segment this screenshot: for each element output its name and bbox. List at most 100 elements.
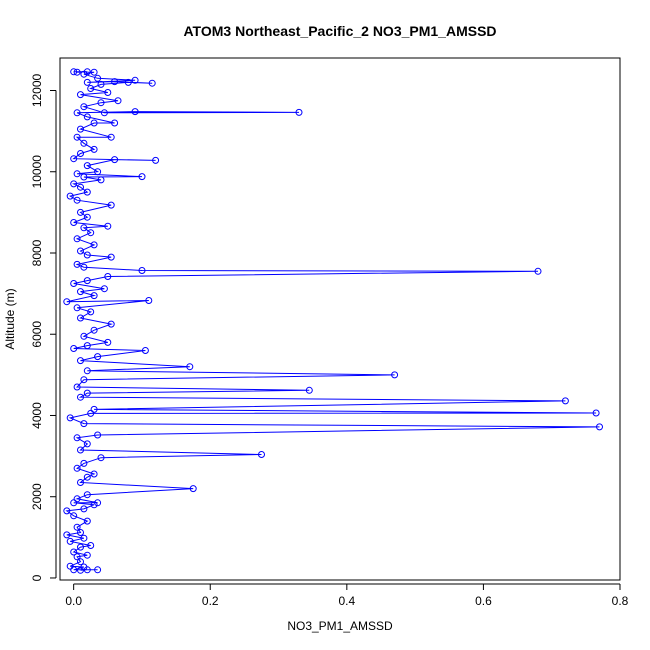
y-tick-label: 12000 — [30, 73, 44, 107]
data-point — [77, 543, 84, 551]
y-tick-label: 4000 — [30, 402, 44, 429]
data-point — [77, 314, 84, 322]
data-point — [70, 180, 78, 188]
series-line — [65, 71, 600, 571]
data-point — [77, 247, 84, 255]
x-tick-label: 0.4 — [338, 594, 355, 608]
data-point — [66, 192, 74, 200]
data-point — [90, 119, 98, 127]
data-point — [83, 213, 91, 221]
data-point — [63, 507, 71, 515]
data-point — [90, 241, 98, 249]
data-point — [124, 78, 132, 86]
data-point — [305, 386, 313, 394]
data-point — [80, 534, 88, 542]
data-point — [97, 99, 105, 107]
data-point — [114, 97, 122, 105]
chart-title: ATOM3 Northeast_Pacific_2 NO3_PM1_AMSSD — [183, 23, 496, 39]
data-point — [80, 505, 88, 513]
data-point — [77, 91, 84, 99]
data-point — [66, 562, 74, 570]
data-point — [77, 558, 84, 566]
x-axis: 0.0 0.2 0.4 0.6 0.8 — [65, 583, 629, 608]
data-point — [131, 108, 139, 116]
data-point — [70, 548, 78, 556]
data-point — [90, 68, 98, 76]
data-point — [66, 414, 74, 422]
data-point — [73, 553, 81, 561]
data-point — [295, 108, 303, 116]
data-point — [152, 156, 160, 164]
data-point — [107, 320, 115, 328]
data-point — [73, 260, 81, 268]
data-point — [83, 389, 91, 397]
data-point — [77, 183, 84, 191]
data-point — [77, 393, 84, 401]
data-point — [83, 277, 91, 285]
data-point — [63, 531, 71, 539]
data-point — [83, 551, 91, 559]
data-point — [73, 133, 81, 141]
y-tick-label: 0 — [30, 574, 44, 581]
data-point — [534, 267, 542, 275]
data-point — [104, 89, 112, 96]
data-point — [90, 326, 98, 334]
y-axis: 0 2000 4000 6000 8000 10000 12000 — [30, 73, 57, 581]
data-point — [90, 145, 98, 153]
x-axis-label: NO3_PM1_AMSSD — [287, 619, 393, 633]
data-point — [94, 431, 102, 439]
data-point — [104, 222, 112, 230]
data-point — [77, 479, 84, 486]
data-point — [561, 397, 569, 405]
x-tick-label: 0.6 — [475, 594, 492, 608]
data-point — [83, 440, 91, 448]
data-point — [77, 357, 84, 365]
data-point — [111, 156, 119, 164]
data-point — [94, 499, 102, 507]
data-point — [107, 133, 115, 141]
data-point — [83, 188, 91, 196]
data-point — [90, 405, 98, 413]
data-point — [141, 347, 149, 354]
data-point — [189, 485, 197, 493]
data-point — [73, 304, 81, 312]
data-point — [131, 76, 139, 84]
data-point — [138, 267, 146, 274]
y-tick-label: 6000 — [30, 321, 44, 348]
data-point — [77, 446, 84, 454]
data-point — [87, 542, 95, 549]
data-point — [97, 80, 105, 88]
data-point — [107, 201, 115, 209]
data-point — [592, 409, 600, 417]
data-point — [77, 288, 84, 296]
data-point — [70, 499, 78, 507]
data-point — [73, 523, 81, 531]
data-point — [80, 224, 88, 232]
data-point — [391, 371, 399, 379]
data-point — [77, 208, 84, 216]
data-point — [80, 376, 88, 384]
data-point — [83, 517, 91, 525]
data-point — [83, 473, 91, 481]
data-point — [70, 68, 78, 76]
data-point — [100, 285, 108, 293]
data-point — [258, 451, 265, 458]
data-point — [63, 298, 71, 306]
data-point — [83, 162, 91, 170]
data-point — [80, 420, 88, 428]
data-point — [70, 219, 78, 226]
data-points — [63, 68, 603, 574]
data-point — [66, 537, 74, 545]
y-axis-label: Altitude (m) — [3, 288, 17, 349]
data-point — [111, 119, 119, 127]
data-point — [97, 454, 105, 462]
data-point — [77, 529, 84, 536]
data-point — [83, 342, 91, 350]
data-point — [83, 491, 91, 499]
data-point — [111, 78, 119, 86]
data-point — [94, 168, 102, 176]
data-point — [70, 155, 78, 163]
data-point — [596, 423, 603, 431]
x-tick-label: 0.0 — [65, 594, 82, 608]
data-point — [104, 338, 112, 346]
